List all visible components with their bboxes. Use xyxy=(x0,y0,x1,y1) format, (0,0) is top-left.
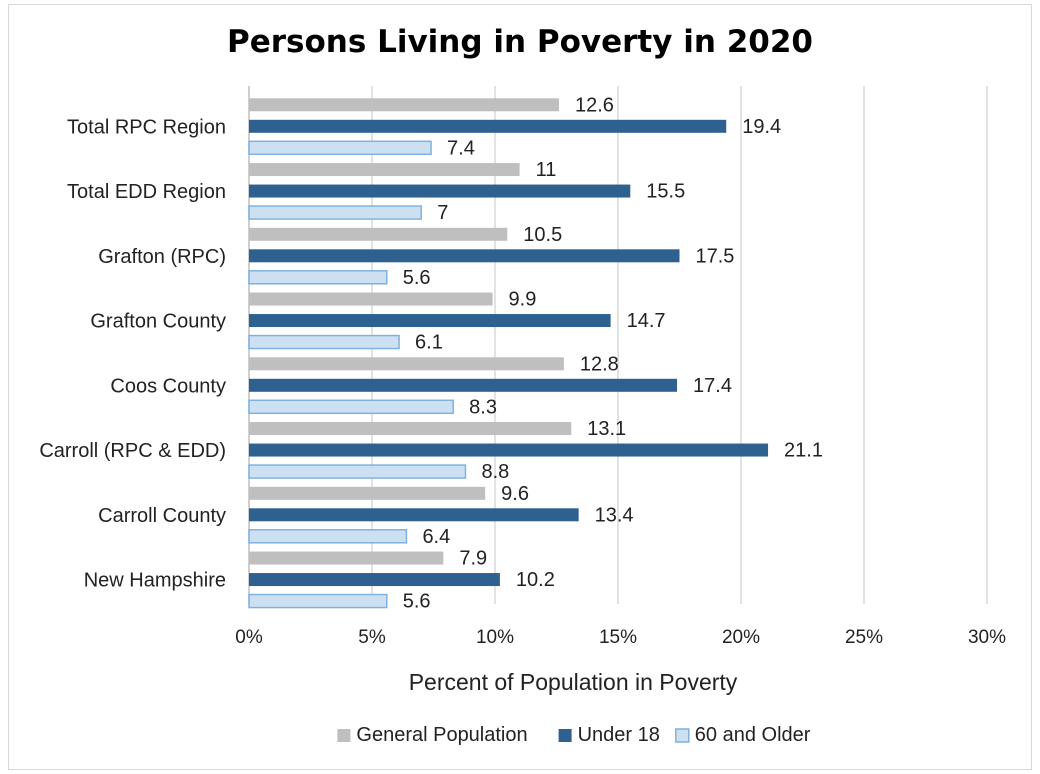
data-label: 7.4 xyxy=(447,137,475,159)
data-label: 8.3 xyxy=(469,396,497,418)
data-label: 11 xyxy=(536,159,557,181)
x-tick-label: 25% xyxy=(845,627,883,648)
bar xyxy=(249,249,680,263)
bar xyxy=(249,551,444,565)
data-label: 12.6 xyxy=(575,94,614,116)
category-label: Grafton County xyxy=(90,311,226,333)
bar xyxy=(249,357,564,371)
category-label: New Hampshire xyxy=(84,570,226,592)
bar xyxy=(249,443,769,457)
x-tick-label: 30% xyxy=(968,627,1006,648)
x-tick-label: 15% xyxy=(599,627,637,648)
bar xyxy=(248,334,400,350)
data-label: 7 xyxy=(437,202,448,224)
data-label: 19.4 xyxy=(742,116,781,138)
bar xyxy=(249,292,493,306)
x-tick-label: 20% xyxy=(722,627,760,648)
bar xyxy=(249,422,572,436)
legend-swatch xyxy=(337,729,351,742)
bar xyxy=(248,270,388,285)
data-label: 17.5 xyxy=(696,245,735,267)
data-label: 21.1 xyxy=(784,440,823,462)
bar xyxy=(248,140,432,156)
x-tick-labels: 0% 5% 10% 15% 20% 25% 30% xyxy=(235,627,1006,648)
x-tick-label: 10% xyxy=(476,627,514,648)
bar xyxy=(248,399,454,415)
bar xyxy=(248,205,422,220)
data-label: 10.2 xyxy=(516,569,555,591)
bar xyxy=(249,314,611,328)
x-axis-label: Percent of Population in Poverty xyxy=(409,669,738,695)
category-label: Carroll (RPC & EDD) xyxy=(39,440,226,462)
x-tick-label: 0% xyxy=(235,627,263,648)
bars: 12.6 19.4 7.4 11 15.5 7 10.5 17.5 5.6 9.9 14.7 6.1 1… xyxy=(248,94,823,613)
bar xyxy=(249,227,508,241)
x-tick-label: 5% xyxy=(358,627,386,648)
data-label: 5.6 xyxy=(403,591,431,613)
data-label: 7.9 xyxy=(459,548,487,570)
data-label: 17.4 xyxy=(693,375,732,397)
chart-title: Persons Living in Poverty in 2020 xyxy=(227,24,813,60)
category-label: Carroll County xyxy=(98,505,226,527)
bar xyxy=(249,119,727,133)
bar xyxy=(249,184,631,198)
category-label: Grafton (RPC) xyxy=(98,246,226,268)
legend-label: General Population xyxy=(356,724,527,746)
bar xyxy=(249,163,520,177)
legend-swatch xyxy=(558,729,572,742)
category-label: Total RPC Region xyxy=(67,116,226,138)
legend-label: 60 and Older xyxy=(695,724,811,746)
data-label: 9.6 xyxy=(501,483,529,505)
data-label: 14.7 xyxy=(627,310,666,332)
data-label: 6.4 xyxy=(422,526,450,548)
data-label: 8.8 xyxy=(481,461,509,483)
legend-label: Under 18 xyxy=(578,724,660,746)
bar xyxy=(249,508,579,522)
category-label: Total EDD Region xyxy=(67,181,226,203)
legend-swatch xyxy=(675,728,690,743)
data-label: 9.9 xyxy=(509,289,537,311)
data-label: 6.1 xyxy=(415,332,443,354)
legend: General Population Under 18 60 and Older xyxy=(337,724,811,746)
data-label: 10.5 xyxy=(523,224,562,246)
data-label: 5.6 xyxy=(403,267,431,289)
bar xyxy=(248,529,408,544)
bar xyxy=(248,593,388,609)
data-label: 12.8 xyxy=(580,353,619,375)
bar xyxy=(249,98,559,112)
category-labels: Total RPC Region Total EDD Region Grafton … xyxy=(39,116,226,591)
bar xyxy=(249,573,500,587)
category-label: Coos County xyxy=(110,375,226,397)
bar xyxy=(249,486,486,500)
data-label: 15.5 xyxy=(646,181,685,203)
data-label: 13.1 xyxy=(587,418,626,440)
data-label: 13.4 xyxy=(595,504,634,526)
bar xyxy=(248,464,467,479)
bar xyxy=(249,378,678,392)
